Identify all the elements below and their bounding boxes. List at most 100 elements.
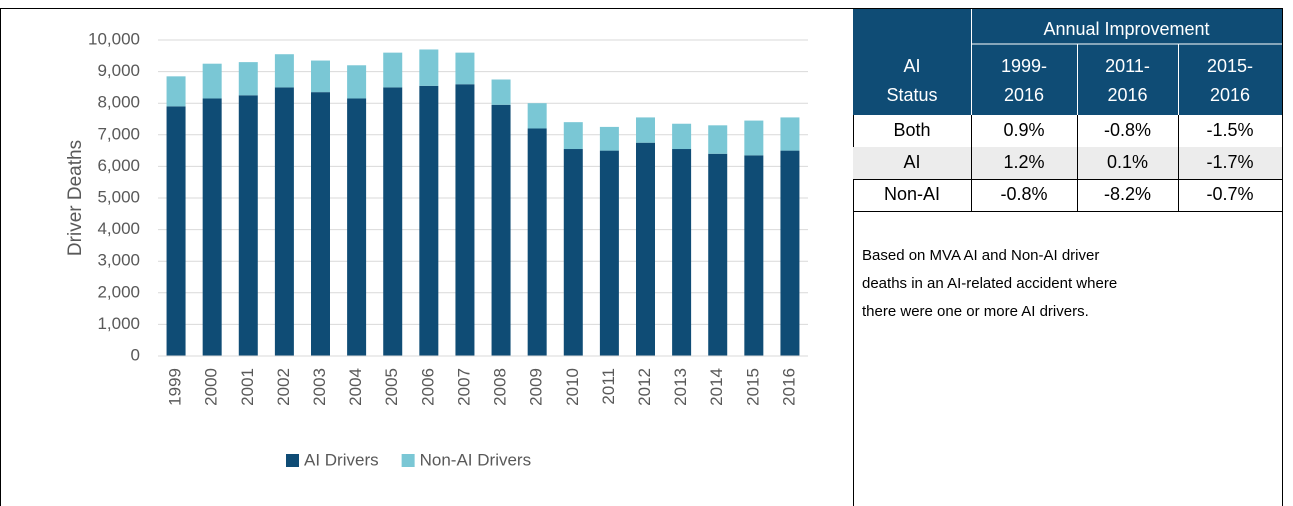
x-tick-label: 1999 (166, 368, 185, 406)
bar-segment (383, 87, 403, 357)
y-tick-label: 4,000 (97, 219, 140, 238)
x-tick-label: 2014 (707, 368, 726, 406)
table-header: Status (886, 85, 937, 105)
y-tick-label: 10,000 (88, 29, 140, 48)
bar-segment (166, 76, 186, 107)
x-tick-label: 2003 (310, 368, 329, 406)
table-header-bg (853, 9, 1282, 115)
table-cell: Both (893, 120, 930, 140)
y-tick-label: 5,000 (97, 187, 140, 206)
table-cell: 0.9% (1003, 120, 1044, 140)
table-cell: -0.7% (1206, 184, 1253, 204)
bar-segment (419, 85, 439, 356)
table-cell: -8.2% (1104, 184, 1151, 204)
y-tick-label: 7,000 (97, 124, 140, 143)
bar-segment (780, 117, 800, 151)
table-cell: -0.8% (1104, 120, 1151, 140)
legend-swatch (401, 454, 415, 467)
y-tick-label: 6,000 (97, 156, 140, 175)
table-cell: -1.7% (1206, 152, 1253, 172)
bar-segment (311, 60, 330, 93)
table-cell: 1.2% (1003, 152, 1044, 172)
x-tick-label: 2000 (202, 368, 221, 406)
bar-segment (202, 98, 222, 357)
bar-segment (274, 87, 294, 357)
x-tick-label: 2012 (635, 368, 654, 406)
table-row-bg (853, 147, 1282, 179)
legend-label: AI Drivers (304, 450, 379, 469)
bar-segment (455, 52, 475, 85)
bar-segment (527, 103, 547, 129)
bar-segment (347, 98, 367, 357)
bar-segment (238, 95, 258, 357)
bar-segment (491, 104, 511, 356)
x-tick-label: 2011 (599, 368, 618, 405)
bar-segment (202, 63, 222, 99)
table-cell: AI (903, 152, 920, 172)
legend-label: Non-AI Drivers (420, 450, 531, 469)
bar-segment (672, 123, 692, 150)
table-header: 2016 (1210, 85, 1250, 105)
x-tick-label: 2007 (454, 368, 473, 406)
bar-segment (347, 65, 367, 99)
table-header: 2011- (1105, 56, 1150, 76)
table-cell: -1.5% (1206, 120, 1253, 140)
table-header: 2015- (1207, 56, 1253, 76)
table: Annual Improvement AI Status 1999- 2016 2011-… (853, 9, 1282, 212)
bar-segment (708, 153, 728, 356)
x-tick-label: 2006 (418, 368, 437, 406)
bar-segment (672, 149, 692, 356)
x-tick-label: 2009 (527, 368, 546, 406)
table-header: 2016 (1107, 85, 1147, 105)
table-cell: Non-AI (884, 184, 940, 204)
bar-segment (238, 62, 258, 96)
x-tick-label: 2005 (382, 368, 401, 406)
bar-segment (274, 54, 294, 88)
table-header: AI (903, 56, 920, 76)
table-header: 2016 (1004, 85, 1044, 105)
bar-segment (166, 106, 186, 356)
bar-segment (455, 84, 475, 357)
x-tick-label: 2004 (346, 368, 365, 406)
table-header: 1999- (1001, 56, 1047, 76)
bar-segment (383, 52, 403, 88)
x-tick-label: 2015 (743, 368, 762, 406)
y-tick-label: 0 (131, 345, 140, 364)
table-title: Annual Improvement (1043, 19, 1209, 39)
bar-segment (563, 122, 583, 150)
legend-swatch (286, 454, 299, 467)
bar-segment (491, 79, 511, 105)
x-tick-label: 2016 (779, 368, 798, 406)
note-line: Based on MVA AI and Non-AI driver (862, 247, 1099, 264)
bar-segment (599, 126, 619, 151)
x-tick-label: 2008 (491, 368, 510, 406)
bar-segment (311, 92, 330, 356)
table-cell: -0.8% (1000, 184, 1047, 204)
note: Based on MVA AI and Non-AI driver deaths … (862, 247, 1117, 320)
bar-segment (599, 150, 619, 356)
x-tick-label: 2002 (274, 368, 293, 406)
note-line: there were one or more AI drivers. (862, 303, 1089, 320)
bar-segment (744, 120, 764, 156)
y-tick-label: 1,000 (97, 314, 140, 333)
bar-segment (636, 117, 655, 143)
y-tick-label: 3,000 (97, 251, 140, 270)
y-tick-label: 2,000 (97, 282, 140, 301)
bar-segment (419, 49, 439, 86)
bar-segment (780, 150, 800, 356)
bar-segment (563, 149, 583, 356)
x-tick-label: 2013 (671, 368, 690, 406)
bar-segment (744, 155, 764, 356)
y-tick-label: 8,000 (97, 93, 140, 112)
bar-segment (636, 142, 655, 356)
bar-segment (708, 125, 728, 154)
frame (0, 8, 1283, 506)
x-tick-label: 2010 (563, 368, 582, 406)
x-tick-label: 2001 (238, 368, 257, 406)
table-cell: 0.1% (1107, 152, 1148, 172)
note-line: deaths in an AI-related accident where (862, 275, 1117, 292)
bar-segment (527, 128, 547, 356)
y-axis-title: Driver Deaths (65, 140, 86, 256)
